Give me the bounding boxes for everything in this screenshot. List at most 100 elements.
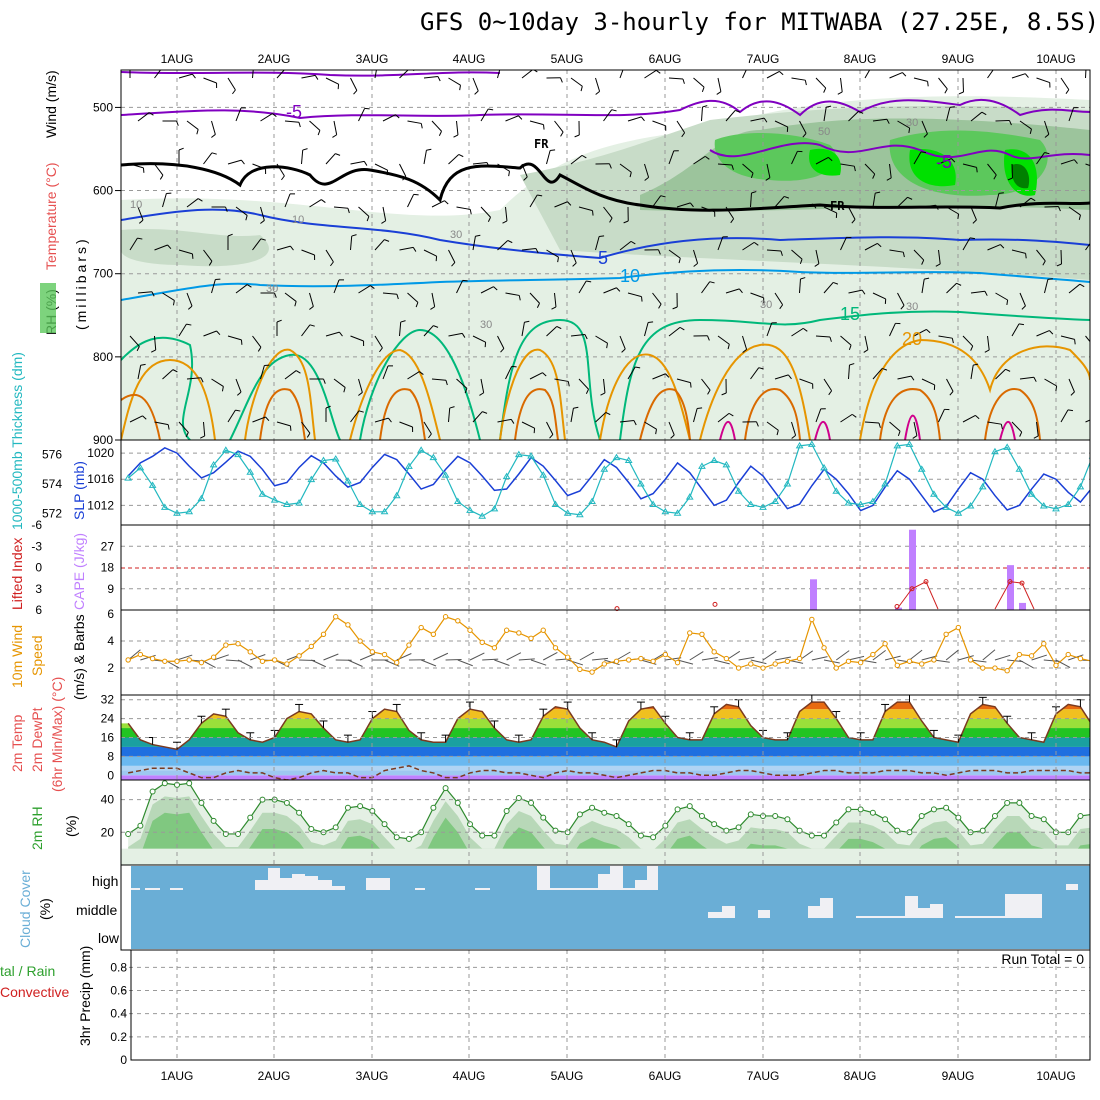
thickness-point xyxy=(1076,482,1085,490)
wind-barb-flag xyxy=(920,151,927,154)
wind-barb xyxy=(946,282,957,294)
wind-barb xyxy=(1044,279,1049,294)
thickness-point xyxy=(356,500,365,507)
wind-point xyxy=(882,641,888,647)
wind-barb-flag xyxy=(863,349,869,353)
slp-tick-1020: 1020 xyxy=(87,446,114,460)
wind-barb-flag xyxy=(837,91,843,95)
wind-point xyxy=(577,666,583,673)
thickness-point xyxy=(685,493,694,500)
wind-barb-flag xyxy=(178,147,184,151)
top-date-axis: 1AUG 2AUG 3AUG 4AUG 5AUG 6AUG 7AUG 8AUG 9AUG 10AU… xyxy=(161,52,1076,66)
wind-speed-line xyxy=(127,615,1090,673)
temp-band-4 xyxy=(121,756,1090,766)
wind-barb-flag xyxy=(347,208,350,214)
wind-barb-flag xyxy=(1009,120,1012,126)
bottom-date-1AUG: 1AUG xyxy=(161,1069,194,1083)
rh2m-point xyxy=(637,832,644,839)
wind-label-2: Speed xyxy=(29,636,45,676)
wind-barb xyxy=(521,322,525,337)
wind-barb xyxy=(750,367,760,380)
thickness-point xyxy=(466,506,474,513)
thickness-point xyxy=(331,455,340,462)
wind-barb xyxy=(962,163,977,168)
wind-barb xyxy=(472,335,486,343)
wind-barb-flag xyxy=(595,90,600,95)
thickness-point xyxy=(1052,504,1060,512)
wind-barb-flag xyxy=(763,117,768,123)
wind-point xyxy=(723,655,730,662)
wind-barb xyxy=(970,111,983,122)
wind-barb xyxy=(701,106,703,122)
wind-barb xyxy=(1085,163,1090,167)
wind-barb-flag xyxy=(897,431,901,437)
surface-barb xyxy=(835,650,850,661)
rh2m-point xyxy=(589,804,596,811)
surface-barb xyxy=(347,659,363,667)
contour-freezing xyxy=(121,162,1090,212)
contour-minus5-top xyxy=(121,71,501,77)
wind-barb-flag xyxy=(302,148,308,151)
top-date-10AUG: 10AUG xyxy=(1036,52,1075,66)
cloud-gap-high xyxy=(598,874,610,890)
wind-point xyxy=(162,658,168,664)
wind-barb xyxy=(913,328,927,337)
cloud-gap-middle xyxy=(856,916,905,918)
wind-barb xyxy=(186,120,199,130)
wind-barb xyxy=(603,109,613,122)
wind-barb-flag xyxy=(802,133,807,138)
wind-barb-flag xyxy=(799,259,803,265)
thickness-point xyxy=(160,503,169,510)
wind-barb-flag xyxy=(750,173,754,179)
thickness-point xyxy=(832,487,841,494)
wind-barb xyxy=(1044,378,1057,387)
wind-barb-flag xyxy=(426,148,432,151)
wind-barb xyxy=(227,409,236,423)
wind-barb xyxy=(872,292,886,300)
wind-barb-flag xyxy=(697,407,703,409)
thickness-point xyxy=(905,440,914,447)
cloud-gap-high xyxy=(647,866,658,890)
wind-barb xyxy=(693,408,698,423)
wind-point xyxy=(442,614,449,620)
wind-barb xyxy=(162,369,174,380)
wind-point xyxy=(503,627,510,633)
bottom-date-2AUG: 2AUG xyxy=(258,1069,291,1083)
wind-barb-flag xyxy=(295,370,301,374)
wind-barb xyxy=(619,70,624,79)
wind-barb-flag xyxy=(444,200,449,205)
wind-barb xyxy=(284,370,297,380)
wind-barb-flag xyxy=(791,434,796,439)
wind-barb-flag xyxy=(1055,385,1058,392)
wind-barb-flag xyxy=(351,234,357,237)
wind-barb-flag xyxy=(912,435,918,439)
wind-barb xyxy=(595,335,608,344)
surface-barb xyxy=(457,659,473,667)
wind-barb xyxy=(717,335,730,345)
wind-barb-flag xyxy=(142,415,147,420)
upper-wind-barbs xyxy=(129,70,1090,439)
wind-barb-flag xyxy=(848,345,852,351)
rh2m-point xyxy=(454,799,461,806)
li-point xyxy=(894,603,900,609)
wind-barb-flag xyxy=(681,132,686,138)
wind-point xyxy=(479,639,485,646)
wind-barb-flag xyxy=(828,157,833,162)
wind-barb-flag xyxy=(487,217,491,222)
thickness-point xyxy=(368,507,377,515)
contour-5 xyxy=(121,208,1090,260)
wind-barb-flag xyxy=(185,432,189,438)
wind-barb-flag xyxy=(660,195,666,198)
wind-barb xyxy=(431,120,442,132)
rh2m-point xyxy=(247,814,254,821)
wind-barb xyxy=(791,77,806,81)
rh2m-point xyxy=(723,827,730,834)
precip-panel: 0.8 0.6 0.4 0.2 0 Run Total = 0 tal / Rain C… xyxy=(0,946,1091,1067)
pressure-tick-900: 900 xyxy=(93,433,113,447)
wind-barb-flag xyxy=(875,191,881,194)
wind-barb xyxy=(799,120,807,134)
wind-barb-flag xyxy=(400,320,406,323)
wind-barb xyxy=(864,421,880,424)
wind-barb xyxy=(497,418,512,423)
